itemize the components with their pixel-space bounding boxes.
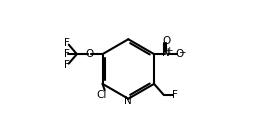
Text: N: N — [162, 48, 170, 59]
Text: O: O — [175, 49, 183, 59]
Text: N: N — [124, 96, 132, 106]
Text: O: O — [162, 36, 170, 46]
Text: F: F — [64, 38, 70, 48]
Text: Cl: Cl — [96, 90, 106, 100]
Text: F: F — [172, 90, 178, 100]
Text: O: O — [86, 49, 94, 59]
Text: +: + — [165, 46, 172, 55]
Text: −: − — [178, 48, 186, 57]
Text: F: F — [64, 60, 70, 70]
Text: F: F — [64, 49, 70, 59]
